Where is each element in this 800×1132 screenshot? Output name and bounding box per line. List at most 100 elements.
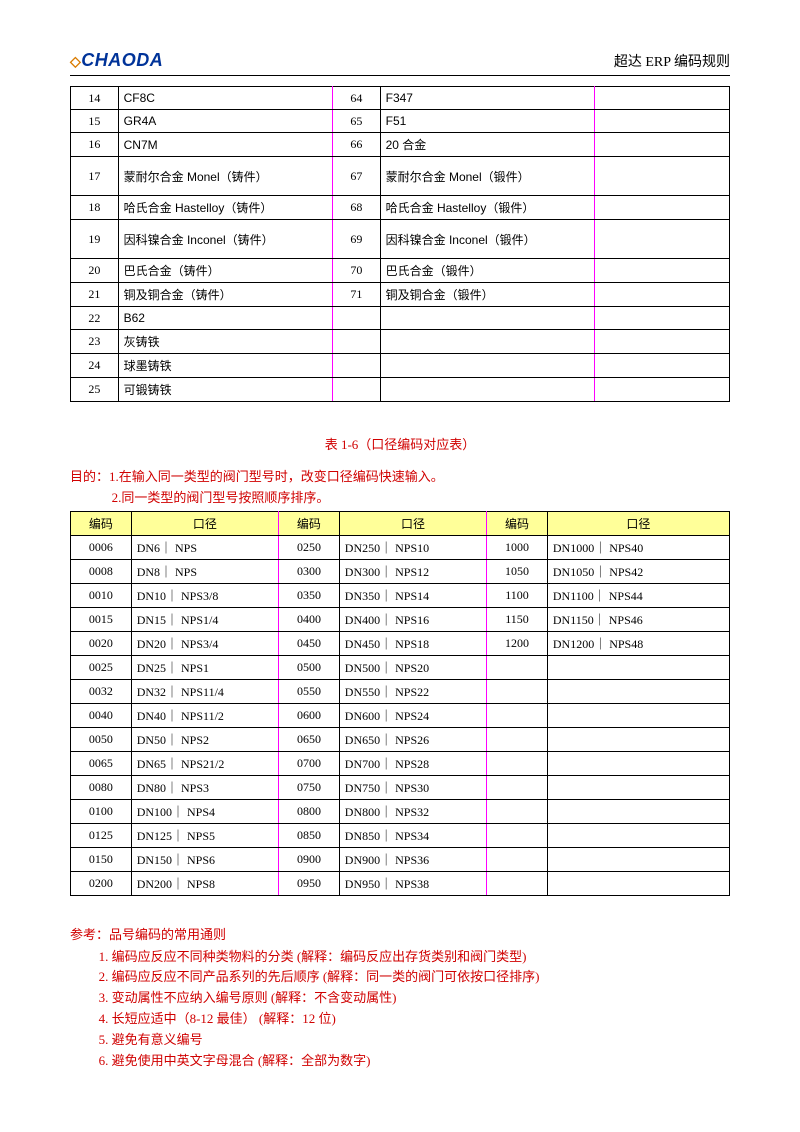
page-header: ◇CHAODA 超达 ERP 编码规则 (70, 50, 730, 76)
code-cell: 1100 (487, 583, 548, 607)
col-dia-3: 口径 (547, 511, 729, 535)
material-table: 14CF8C64F34715GR4A65F5116CN7M6620 合金17蒙耐… (70, 86, 730, 402)
list-item: 编码应反应不同产品系列的先后顺序 (解释：同一类的阀门可依按口径排序) (112, 967, 730, 988)
code-cell: 0350 (279, 583, 340, 607)
table-row: 19因科镍合金 Inconel（铸件）69因科镍合金 Inconel（锻件） (71, 220, 730, 259)
code-cell: 0900 (279, 847, 340, 871)
empty-cell (595, 283, 730, 307)
table-row: 0065DN65｜ NPS21/20700DN700｜ NPS28 (71, 751, 730, 775)
col-code-1: 编码 (71, 511, 132, 535)
material-cell: 铜及铜合金（锻件） (380, 283, 594, 307)
code-cell: 20 (71, 259, 119, 283)
empty-cell (595, 259, 730, 283)
code-cell: 19 (71, 220, 119, 259)
code-cell: 0200 (71, 871, 132, 895)
dia-cell: DN650｜ NPS26 (339, 727, 486, 751)
material-cell: 哈氏合金 Hastelloy（铸件） (118, 196, 332, 220)
code-cell: 0750 (279, 775, 340, 799)
table-row: 25可锻铸铁 (71, 378, 730, 402)
code-cell: 70 (333, 259, 381, 283)
dia-cell (547, 823, 729, 847)
code-cell (333, 307, 381, 330)
dia-cell: DN500｜ NPS20 (339, 655, 486, 679)
list-item: 变动属性不应纳入编号原则 (解释：不含变动属性) (112, 988, 730, 1009)
dia-cell: DN950｜ NPS38 (339, 871, 486, 895)
material-cell: 灰铸铁 (118, 330, 332, 354)
code-cell: 22 (71, 307, 119, 330)
code-cell (487, 799, 548, 823)
table-row: 23灰铸铁 (71, 330, 730, 354)
material-cell: 巴氏合金（锻件） (380, 259, 594, 283)
code-cell: 0020 (71, 631, 132, 655)
code-cell: 1000 (487, 535, 548, 559)
dia-cell: DN1100｜ NPS44 (547, 583, 729, 607)
code-cell: 14 (71, 87, 119, 110)
table-row: 0015DN15｜ NPS1/40400DN400｜ NPS161150DN11… (71, 607, 730, 631)
code-cell: 16 (71, 133, 119, 157)
dia-cell: DN8｜ NPS (131, 559, 278, 583)
dia-cell: DN40｜ NPS11/2 (131, 703, 278, 727)
empty-cell (595, 330, 730, 354)
code-cell: 71 (333, 283, 381, 307)
material-cell: 球墨铸铁 (118, 354, 332, 378)
col-dia-2: 口径 (339, 511, 486, 535)
reference-list: 编码应反应不同种类物料的分类 (解释：编码反应出存货类别和阀门类型)编码应反应不… (70, 947, 730, 1072)
code-cell (487, 871, 548, 895)
material-cell: 巴氏合金（铸件） (118, 259, 332, 283)
table-row: 0080DN80｜ NPS30750DN750｜ NPS30 (71, 775, 730, 799)
material-cell: 铜及铜合金（铸件） (118, 283, 332, 307)
dia-cell: DN750｜ NPS30 (339, 775, 486, 799)
code-cell: 0400 (279, 607, 340, 631)
empty-cell (595, 378, 730, 402)
dia-cell: DN32｜ NPS11/4 (131, 679, 278, 703)
material-cell: 因科镍合金 Inconel（铸件） (118, 220, 332, 259)
empty-cell (595, 354, 730, 378)
table-row: 0150DN150｜ NPS60900DN900｜ NPS36 (71, 847, 730, 871)
dia-cell: DN700｜ NPS28 (339, 751, 486, 775)
code-cell: 0250 (279, 535, 340, 559)
code-cell (487, 751, 548, 775)
material-cell: F51 (380, 110, 594, 133)
table-row: 18哈氏合金 Hastelloy（铸件）68哈氏合金 Hastelloy（锻件） (71, 196, 730, 220)
purpose-line-1: 1.在输入同一类型的阀门型号时，改变口径编码快速输入。 (109, 469, 444, 484)
code-cell (333, 354, 381, 378)
code-cell: 0300 (279, 559, 340, 583)
material-cell (380, 378, 594, 402)
code-cell: 0800 (279, 799, 340, 823)
code-cell (487, 727, 548, 751)
table-row: 15GR4A65F51 (71, 110, 730, 133)
code-cell (487, 823, 548, 847)
logo-icon: ◇ (70, 53, 81, 69)
code-cell: 1150 (487, 607, 548, 631)
empty-cell (595, 307, 730, 330)
table-row: 0040DN40｜ NPS11/20600DN600｜ NPS24 (71, 703, 730, 727)
dia-cell: DN350｜ NPS14 (339, 583, 486, 607)
dia-cell (547, 871, 729, 895)
code-cell: 0010 (71, 583, 132, 607)
code-cell: 21 (71, 283, 119, 307)
code-cell: 0150 (71, 847, 132, 871)
dia-cell: DN600｜ NPS24 (339, 703, 486, 727)
dia-cell: DN20｜ NPS3/4 (131, 631, 278, 655)
code-cell: 0065 (71, 751, 132, 775)
col-code-3: 编码 (487, 511, 548, 535)
dia-cell: DN200｜ NPS8 (131, 871, 278, 895)
dia-cell (547, 799, 729, 823)
dia-cell (547, 703, 729, 727)
dia-cell: DN150｜ NPS6 (131, 847, 278, 871)
empty-cell (595, 220, 730, 259)
dia-cell: DN125｜ NPS5 (131, 823, 278, 847)
dia-cell (547, 679, 729, 703)
list-item: 编码应反应不同种类物料的分类 (解释：编码反应出存货类别和阀门类型) (112, 947, 730, 968)
dia-cell: DN450｜ NPS18 (339, 631, 486, 655)
material-cell: 蒙耐尔合金 Monel（铸件） (118, 157, 332, 196)
code-cell (333, 330, 381, 354)
logo: ◇CHAODA (70, 50, 163, 71)
code-cell (333, 378, 381, 402)
code-cell (487, 775, 548, 799)
dia-cell: DN65｜ NPS21/2 (131, 751, 278, 775)
code-cell: 68 (333, 196, 381, 220)
material-cell: GR4A (118, 110, 332, 133)
reference-title: 参考：品号编码的常用通则 (70, 924, 730, 943)
code-cell: 0700 (279, 751, 340, 775)
